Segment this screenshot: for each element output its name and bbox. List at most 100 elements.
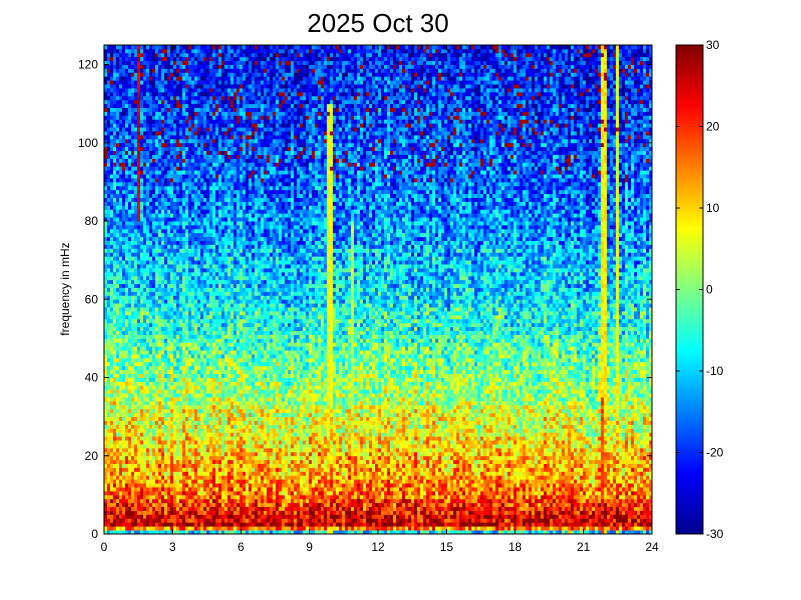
heatmap-cell: [639, 444, 644, 449]
heatmap-cell: [224, 463, 228, 468]
heatmap-cell: [429, 518, 433, 523]
heatmap-cell: [335, 471, 340, 476]
heatmap-cell: [173, 498, 177, 504]
heatmap-cell: [155, 463, 159, 468]
heatmap-cell: [119, 440, 123, 445]
heatmap-cell: [275, 432, 280, 437]
heatmap-cell: [597, 459, 602, 464]
heatmap-cell: [119, 436, 123, 441]
heatmap-cell: [230, 530, 234, 535]
heatmap-cell: [158, 432, 162, 437]
heatmap-cell: [269, 451, 274, 457]
heatmap-cell: [155, 506, 159, 511]
heatmap-cell: [131, 467, 135, 472]
heatmap-cell: [594, 436, 599, 441]
heatmap-cell: [597, 510, 602, 515]
heatmap-cell: [609, 518, 614, 523]
heatmap-cell: [143, 475, 147, 480]
heatmap-cell: [642, 514, 647, 519]
heatmap-cell: [293, 440, 298, 445]
heatmap-cell: [402, 432, 406, 437]
heatmap-cell: [278, 475, 283, 480]
heatmap-cell: [365, 459, 370, 464]
heatmap-cell: [200, 514, 204, 519]
heatmap-cell: [332, 428, 337, 433]
heatmap-cell: [432, 479, 436, 484]
heatmap-cell: [510, 510, 514, 515]
heatmap-cell: [185, 510, 189, 515]
heatmap-cell: [483, 530, 487, 535]
heatmap-cell: [423, 479, 427, 484]
heatmap-cell: [266, 459, 270, 464]
heatmap-cell: [338, 502, 343, 508]
heatmap-cell: [525, 498, 529, 504]
heatmap-cell: [573, 522, 578, 527]
heatmap-cell: [341, 506, 346, 511]
heatmap-cell: [612, 483, 617, 488]
heatmap-cell: [335, 463, 340, 468]
heatmap-cell: [621, 455, 626, 461]
heatmap-cell: [630, 451, 635, 457]
heatmap-cell: [209, 510, 213, 515]
heatmap-cell: [200, 518, 204, 523]
heatmap-cell: [233, 498, 237, 504]
heatmap-cell: [242, 490, 246, 496]
heatmap-cell: [209, 487, 213, 492]
heatmap-cell: [149, 502, 153, 508]
heatmap-cell: [113, 510, 117, 515]
heatmap-cell: [314, 487, 319, 492]
heatmap-cell: [408, 451, 412, 457]
heatmap-cell: [203, 522, 207, 527]
heatmap-cell: [347, 436, 352, 441]
heatmap-cell: [624, 514, 629, 519]
heatmap-cell: [489, 471, 493, 476]
heatmap-cell: [585, 428, 590, 433]
heatmap-cell: [233, 483, 237, 488]
heatmap-cell: [200, 444, 204, 449]
heatmap-cell: [227, 510, 231, 515]
heatmap-cell: [597, 494, 602, 500]
heatmap-cell: [618, 494, 623, 500]
heatmap-cell: [558, 451, 563, 457]
heatmap-cell: [311, 526, 316, 531]
heatmap-cell: [329, 424, 334, 429]
heatmap-cell: [308, 502, 313, 508]
heatmap-cell: [269, 487, 274, 492]
heatmap-cell: [573, 487, 578, 492]
heatmap-cell: [504, 471, 508, 476]
heatmap-cell: [263, 506, 267, 511]
heatmap-cell: [167, 432, 171, 437]
heatmap-cell: [570, 436, 575, 441]
heatmap-cell: [173, 475, 177, 480]
heatmap-cell: [281, 451, 286, 457]
heatmap-cell: [104, 479, 108, 484]
heatmap-cell: [326, 436, 331, 441]
heatmap-cell: [519, 514, 523, 519]
heatmap-cell: [194, 455, 198, 461]
heatmap-cell: [540, 522, 544, 527]
heatmap-cell: [248, 487, 252, 492]
heatmap-cell: [263, 522, 267, 527]
heatmap-cell: [438, 428, 442, 433]
heatmap-cell: [137, 526, 141, 531]
heatmap-cell: [540, 447, 544, 453]
heatmap-cell: [248, 506, 252, 511]
heatmap-cell: [185, 530, 189, 535]
heatmap-cell: [645, 440, 650, 445]
heatmap-cell: [573, 502, 578, 508]
heatmap-cell: [576, 440, 581, 445]
heatmap-cell: [119, 522, 123, 527]
heatmap-cell: [134, 514, 138, 519]
heatmap-cell: [182, 518, 186, 523]
heatmap-cell: [600, 487, 605, 492]
heatmap-cell: [296, 440, 301, 445]
heatmap-cell: [459, 455, 463, 461]
heatmap-cell: [314, 463, 319, 468]
heatmap-cell: [221, 498, 225, 504]
heatmap-cell: [519, 451, 523, 457]
heatmap-cell: [534, 506, 538, 511]
heatmap-cell: [525, 490, 529, 496]
heatmap-cell: [287, 467, 292, 472]
heatmap-cell: [399, 522, 403, 527]
heatmap-cell: [435, 518, 439, 523]
